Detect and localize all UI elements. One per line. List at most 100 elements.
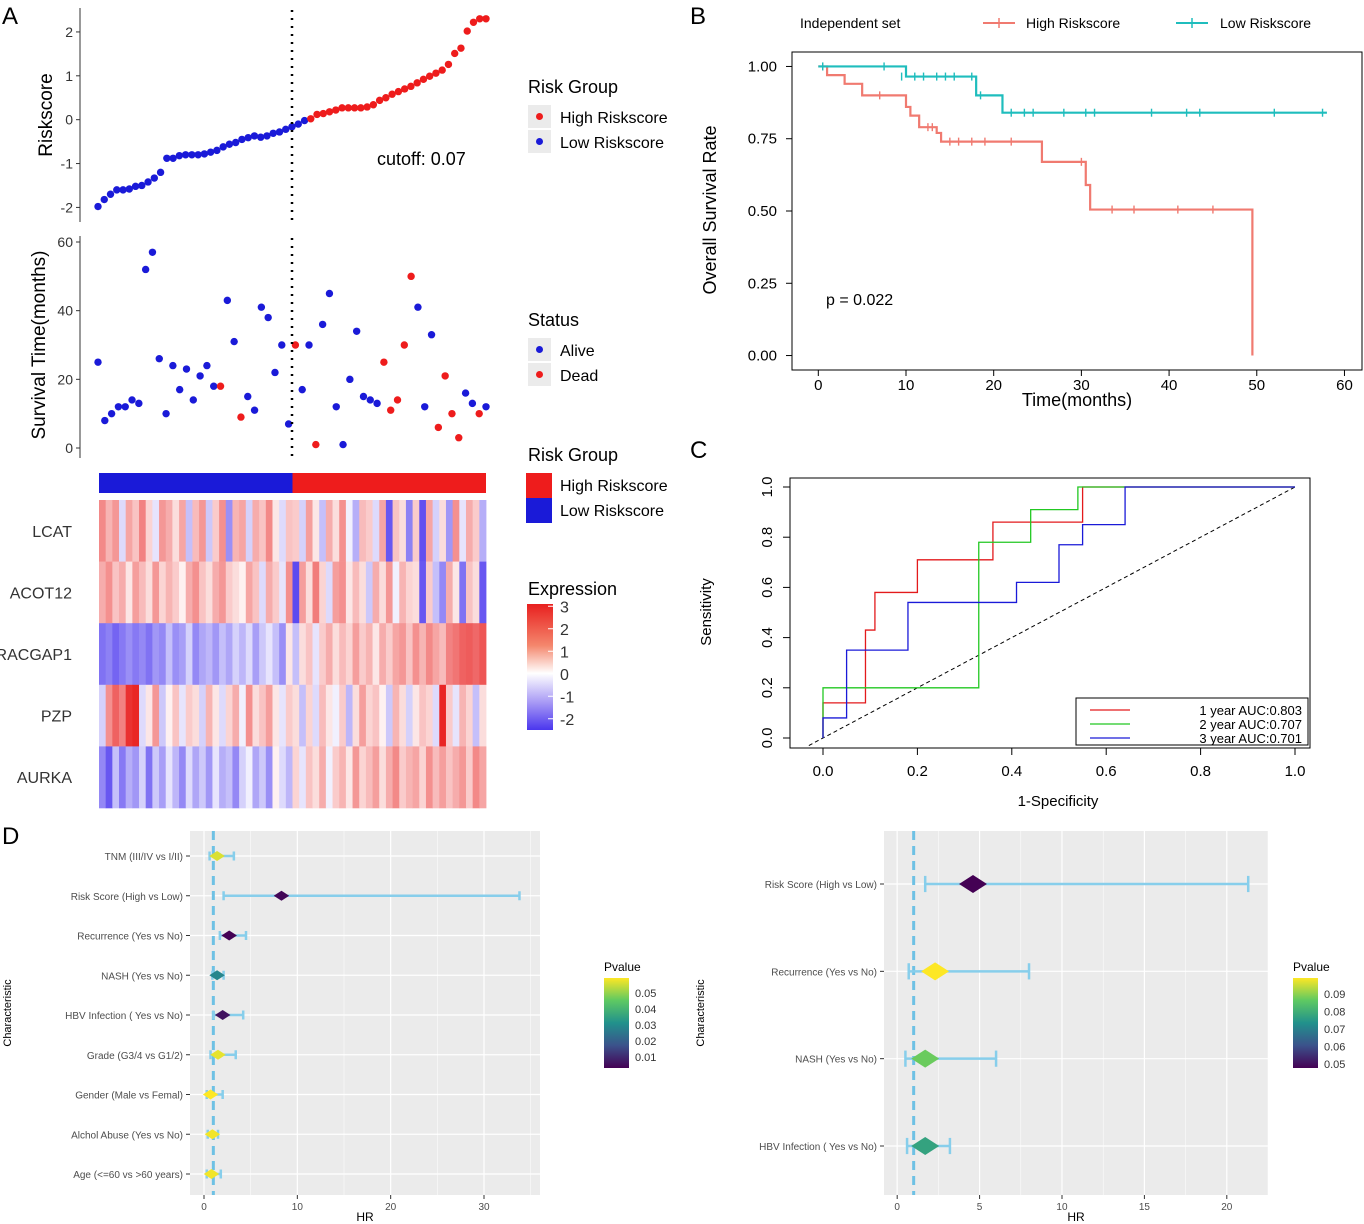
heatmap-cell xyxy=(105,500,113,562)
heatmap-cell xyxy=(265,623,273,686)
heatmap-cell xyxy=(232,746,240,809)
heatmap-cell xyxy=(139,684,147,747)
roc-y-tick-label: 0.2 xyxy=(759,677,776,698)
forest-row-label: Recurrence (Yes vs No) xyxy=(771,967,877,978)
heatmap-cell xyxy=(119,623,127,686)
km-x-tick-label: 0 xyxy=(814,377,822,394)
forest-hr-marker xyxy=(202,1089,219,1100)
heatmap-cell xyxy=(119,500,127,562)
alive-point xyxy=(339,440,347,449)
heatmap-cell xyxy=(212,746,220,809)
alive-point xyxy=(210,382,218,390)
heatmap-cell xyxy=(239,746,247,809)
expression-legend: Expression 3 2 1 0 -1 -2 xyxy=(527,579,617,730)
roc-y-tick-label: 0.8 xyxy=(759,527,776,548)
roc-legend-box xyxy=(1075,697,1309,746)
risk-point xyxy=(463,27,471,35)
heatmap-cell xyxy=(412,623,420,686)
expression-colorbar xyxy=(527,604,553,730)
alive-point xyxy=(107,409,116,418)
risk-point xyxy=(363,103,371,111)
risk-point xyxy=(451,49,459,58)
heatmap-cell xyxy=(425,746,434,809)
risk-point xyxy=(100,195,108,204)
roc-plot: 0.0 0.2 0.4 0.6 0.8 1.0 0.0 0.2 0.4 0.6 0.8 1.0 Sen… xyxy=(698,477,1311,810)
forest-x-tick-label: 10 xyxy=(1056,1202,1068,1213)
panel-label-a: A xyxy=(2,3,18,30)
km-legend-high: High Riskscore xyxy=(1026,15,1120,31)
heatmap-cell xyxy=(372,746,380,809)
heatmap-cell xyxy=(279,561,287,624)
heatmap-cell xyxy=(445,500,454,562)
heatmap-cell xyxy=(145,500,153,562)
alive-point xyxy=(175,385,184,394)
km-x-tick-label: 30 xyxy=(1073,377,1090,394)
heatmap-cell xyxy=(185,623,193,686)
heatmap-cell xyxy=(192,623,200,686)
heatmap-cell xyxy=(405,623,414,686)
heatmap-cell xyxy=(205,684,213,747)
cutoff-label: cutoff: 0.07 xyxy=(377,149,466,169)
group-bar-high xyxy=(292,473,486,493)
risk-point xyxy=(350,104,359,112)
risk-point xyxy=(213,146,221,155)
heatmap-cell xyxy=(312,746,320,809)
heatmap-cell xyxy=(112,500,120,562)
heatmap-cell xyxy=(152,500,160,562)
heatmap-cell xyxy=(145,623,153,686)
heatmap-cell xyxy=(385,623,393,686)
heatmap-cell xyxy=(305,561,313,624)
risk-y-label: Riskscore xyxy=(36,73,57,156)
risk-point xyxy=(131,182,140,191)
forest-x-tick-label: 15 xyxy=(1139,1202,1151,1213)
heatmap-cell xyxy=(252,684,260,747)
km-y-tick-label: 0.75 xyxy=(748,131,777,148)
alive-point xyxy=(332,403,340,411)
heatmap-cell xyxy=(472,561,480,624)
forest-x-tick-label: 20 xyxy=(1221,1202,1233,1213)
risk-point xyxy=(476,15,484,23)
heatmap-cell xyxy=(172,623,180,686)
heatmap-cell xyxy=(159,623,167,686)
alive-point xyxy=(189,396,197,404)
forest-hr-marker xyxy=(911,1137,940,1155)
risk-point xyxy=(156,168,165,177)
roc-legend-label: 3 year AUC:0.701 xyxy=(1199,731,1302,746)
alive-point xyxy=(94,358,102,366)
heatmap-cell xyxy=(239,500,247,562)
heatmap-cell xyxy=(425,561,434,624)
forest-hr-marker xyxy=(911,1049,940,1068)
risk-y-tick-label: 0 xyxy=(65,112,73,128)
heatmap-cell xyxy=(152,561,160,624)
dead-point xyxy=(312,440,320,449)
risk-point xyxy=(319,109,327,118)
heatmap-cell xyxy=(305,746,313,809)
risk-point xyxy=(307,115,315,123)
roc-y-tick-label: 1.0 xyxy=(759,477,776,498)
heatmap-cell xyxy=(125,561,133,624)
heatmap-cell xyxy=(445,561,454,624)
forest-x-tick-label: 30 xyxy=(478,1202,490,1213)
alive-point xyxy=(373,399,381,408)
dead-point xyxy=(400,341,409,349)
risk-point xyxy=(206,148,215,156)
heatmap-cell xyxy=(212,623,220,686)
alive-point xyxy=(128,396,136,404)
heatmap-cell xyxy=(112,684,120,747)
km-pvalue: p = 0.022 xyxy=(826,292,893,309)
heatmap-cell xyxy=(205,561,213,624)
roc-y-tick-label: 0.0 xyxy=(759,728,776,749)
heatmap-cell xyxy=(459,500,467,562)
heatmap-cell xyxy=(432,561,440,624)
forest-row-label: Grade (G3/4 vs G1/2) xyxy=(87,1051,183,1062)
alive-point xyxy=(230,337,238,346)
status-y-tick-label: 40 xyxy=(57,303,73,319)
heatmap-cell xyxy=(139,623,147,686)
group-legend-high: High Riskscore xyxy=(560,478,668,495)
heatmap-cell xyxy=(412,500,420,562)
heatmap-cell xyxy=(159,500,167,562)
risk-point xyxy=(357,104,365,112)
risk-point xyxy=(119,186,127,194)
heatmap-cell xyxy=(459,623,467,686)
